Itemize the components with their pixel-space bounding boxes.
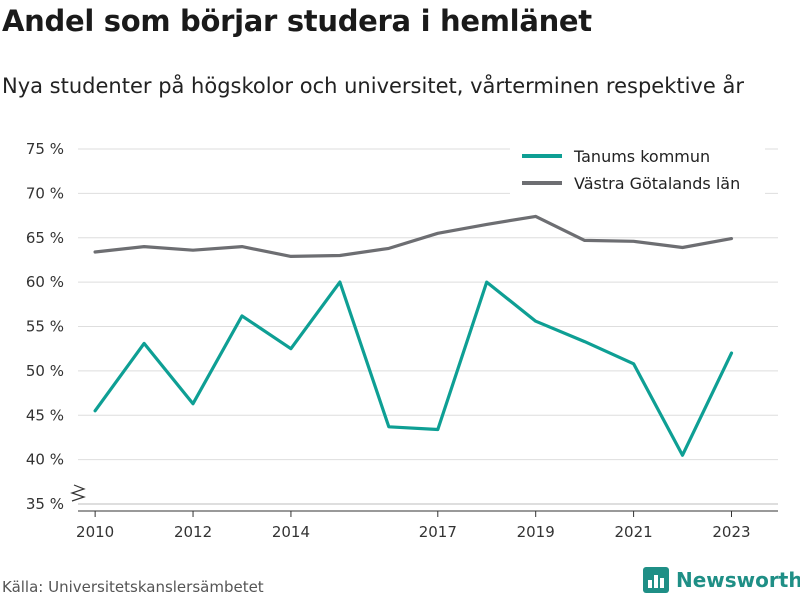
y-axis-ticks: 35 % 40 % 45 % 50 % 55 % 60 % 65 % 70 % 75 % bbox=[26, 140, 86, 513]
page-title: Andel som börjar studera i hemlänet bbox=[2, 4, 592, 38]
axis-break-icon bbox=[70, 484, 86, 502]
series-lines bbox=[93, 214, 734, 457]
y-tick-label: 65 % bbox=[26, 229, 64, 247]
y-tick-label: 55 % bbox=[26, 318, 64, 336]
page-subtitle: Nya studenter på högskolor och universit… bbox=[2, 74, 744, 98]
y-tick-label: 70 % bbox=[26, 184, 64, 202]
x-tick-label: 2017 bbox=[419, 523, 457, 541]
legend: Tanums kommun Västra Götalands län bbox=[510, 140, 765, 200]
y-tick-label: 45 % bbox=[26, 406, 64, 424]
grid-lines bbox=[78, 148, 778, 505]
x-axis: 2010 2012 2014 2017 2019 2021 2023 bbox=[76, 510, 778, 541]
x-tick-label: 2014 bbox=[272, 523, 310, 541]
x-tick-label: 2012 bbox=[174, 523, 212, 541]
y-tick-label: 35 % bbox=[26, 495, 64, 513]
x-tick-label: 2023 bbox=[712, 523, 750, 541]
brand-name: Newsworthy bbox=[676, 568, 800, 592]
y-tick-label: 60 % bbox=[26, 273, 64, 291]
legend-label: Västra Götalands län bbox=[574, 174, 740, 193]
y-tick-label: 50 % bbox=[26, 362, 64, 380]
series-line bbox=[93, 280, 734, 457]
series-line bbox=[93, 214, 734, 258]
x-tick-label: 2019 bbox=[517, 523, 555, 541]
bar-chart-icon bbox=[643, 567, 669, 593]
source-note: Källa: Universitetskanslersämbetet bbox=[2, 578, 264, 596]
y-tick-label: 40 % bbox=[26, 451, 64, 469]
x-tick-label: 2021 bbox=[615, 523, 653, 541]
legend-background bbox=[510, 140, 765, 200]
x-tick-label: 2010 bbox=[76, 523, 114, 541]
brand-logo: Newsworthy bbox=[643, 567, 800, 593]
legend-label: Tanums kommun bbox=[573, 147, 710, 166]
y-tick-label: 75 % bbox=[26, 140, 64, 158]
